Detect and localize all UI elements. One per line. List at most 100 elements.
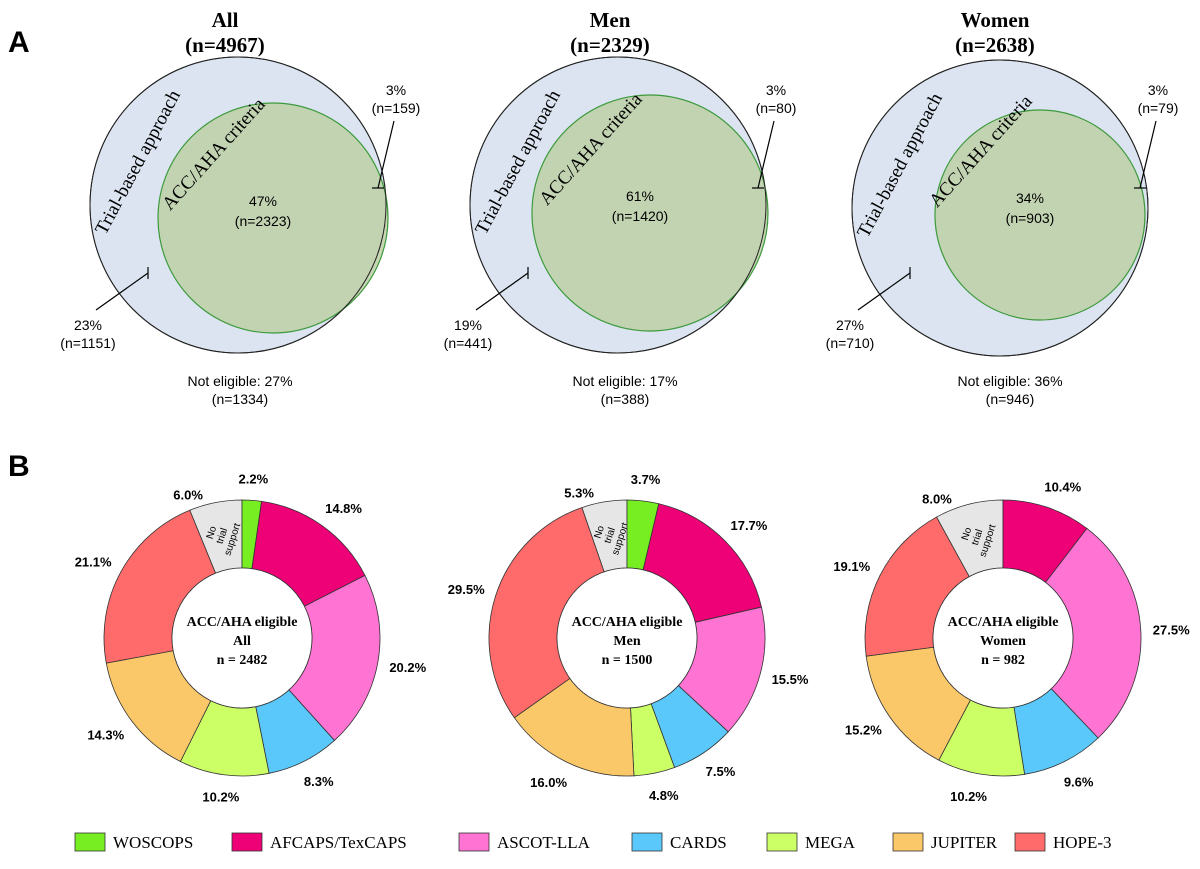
not-eligible-pct: Not eligible: 36%: [957, 373, 1062, 389]
slice-pct-label: 7.5%: [706, 764, 736, 779]
trial-only-pct: 19%: [454, 317, 482, 333]
legend-label: HOPE-3: [1053, 833, 1112, 852]
legend-item-cards: CARDS: [631, 832, 727, 852]
slice-pct-label: 20.2%: [389, 660, 426, 675]
donut-hole: [932, 567, 1074, 709]
trial-only-leader: [95, 272, 149, 311]
donut-center-label: Women: [980, 634, 1026, 649]
legend-item-ascot-lla: ASCOT-LLA: [458, 832, 591, 852]
donut-center-label: n = 982: [981, 653, 1025, 668]
panel-label-a: A: [8, 26, 30, 59]
slice-pct-label: 15.5%: [772, 672, 809, 687]
venn-n-label: (n=2329): [570, 33, 650, 57]
slice-pct-label: 10.4%: [1044, 479, 1081, 494]
slice-pct-label: 2.2%: [239, 471, 269, 486]
donut-1: Notrialsupport5.3%3.7%17.7%15.5%7.5%4.8%…: [448, 472, 809, 803]
donut-center-label: ACC/AHA eligible: [948, 615, 1059, 630]
legend-swatch: [1014, 832, 1046, 852]
legend-label: ASCOT-LLA: [497, 833, 591, 852]
overlap-pct: 34%: [1016, 190, 1044, 206]
legend-swatch: [766, 832, 798, 852]
trial-based-outline: [89, 56, 387, 354]
legend-swatch: [231, 832, 263, 852]
legend-label: JUPITER: [931, 833, 998, 852]
legend-label: MEGA: [805, 833, 856, 852]
overlap-pct: 61%: [626, 188, 654, 204]
slice-pct-label: 16.0%: [530, 775, 567, 790]
legend: WOSCOPS AFCAPS/TexCAPS ASCOT-LLA CARDS MEGA J…: [74, 832, 1112, 852]
overlap-n: (n=2323): [235, 213, 291, 229]
trial-only-leader: [857, 272, 911, 311]
slice-pct-label: 14.8%: [325, 501, 362, 516]
not-eligible-pct: Not eligible: 17%: [572, 373, 677, 389]
acc-only-pct: 3%: [766, 82, 786, 98]
legend-item-mega: MEGA: [766, 832, 856, 852]
acc-aha-circle: [157, 102, 389, 334]
overlap-pct: 47%: [249, 193, 277, 209]
slice-pct-label: 27.5%: [1153, 622, 1190, 637]
slice-pct-label: 5.3%: [564, 486, 594, 501]
overlap-n: (n=1420): [612, 208, 668, 224]
donut-center-label: n = 1500: [602, 653, 653, 668]
slice-pct-label: 19.1%: [833, 559, 870, 574]
donut-hole: [171, 567, 313, 709]
donut-center-label: ACC/AHA eligible: [187, 615, 298, 630]
donut-hole: [556, 567, 698, 709]
legend-label: AFCAPS/TexCAPS: [270, 833, 407, 852]
legend-item-afcaps-texcaps: AFCAPS/TexCAPS: [231, 832, 407, 852]
slice-pct-label: 14.3%: [87, 727, 124, 742]
slice-pct-label: 10.2%: [950, 789, 987, 804]
slice-pct-label: 8.0%: [922, 492, 952, 507]
slice-pct-label: 3.7%: [631, 472, 661, 487]
venn-n-label: (n=4967): [185, 33, 265, 57]
venn-title: All: [212, 8, 239, 32]
donut-center-label: Men: [613, 634, 640, 649]
slice-pct-label: 9.6%: [1064, 774, 1094, 789]
acc-only-leader: [377, 120, 395, 189]
not-eligible-pct: Not eligible: 27%: [187, 373, 292, 389]
legend-swatch: [458, 832, 490, 852]
legend-swatch: [631, 832, 663, 852]
donut-0: Notrialsupport6.0%2.2%14.8%20.2%8.3%10.2…: [75, 471, 427, 804]
venn-n-label: (n=2638): [955, 33, 1035, 57]
legend-swatch: [74, 832, 106, 852]
venn-women: Women(n=2638)Trial-based approachACC/AHA…: [826, 8, 1179, 407]
acc-only-pct: 3%: [1148, 82, 1168, 98]
not-eligible-n: (n=388): [601, 391, 650, 407]
acc-only-leader: [1139, 120, 1157, 189]
trial-based-outline: [469, 56, 767, 354]
acc-aha-circle: [934, 109, 1146, 321]
legend-swatch: [892, 832, 924, 852]
legend-item-hope-3: HOPE-3: [1014, 832, 1112, 852]
acc-only-n: (n=79): [1138, 100, 1179, 116]
slice-pct-label: 21.1%: [75, 554, 112, 569]
legend-item-jupiter: JUPITER: [892, 832, 998, 852]
slice-pct-label: 29.5%: [448, 582, 485, 597]
trial-only-n: (n=441): [444, 335, 493, 351]
trial-based-outline: [851, 59, 1149, 357]
legend-label: WOSCOPS: [113, 833, 193, 852]
trial-only-n: (n=1151): [60, 335, 115, 351]
donut-2: Notrialsupport8.0%10.4%27.5%9.6%10.2%15.…: [833, 479, 1190, 803]
acc-only-leader: [757, 120, 775, 189]
trial-only-pct: 23%: [74, 317, 102, 333]
trial-only-leader: [475, 272, 529, 311]
panel-label-b: B: [8, 450, 30, 483]
slice-pct-label: 6.0%: [173, 487, 203, 502]
donut-charts: Notrialsupport6.0%2.2%14.8%20.2%8.3%10.2…: [75, 471, 1190, 804]
slice-pct-label: 17.7%: [730, 518, 767, 533]
slice-pct-label: 10.2%: [202, 790, 239, 805]
acc-only-n: (n=159): [372, 100, 421, 116]
trial-only-n: (n=710): [826, 335, 875, 351]
acc-aha-circle: [531, 94, 769, 332]
venn-title: Women: [961, 8, 1030, 32]
trial-only-pct: 27%: [836, 317, 864, 333]
slice-pct-label: 4.8%: [649, 788, 679, 803]
not-eligible-n: (n=1334): [212, 391, 268, 407]
donut-center-label: ACC/AHA eligible: [572, 615, 683, 630]
legend-item-woscops: WOSCOPS: [74, 832, 193, 852]
donut-center-label: All: [233, 634, 251, 649]
